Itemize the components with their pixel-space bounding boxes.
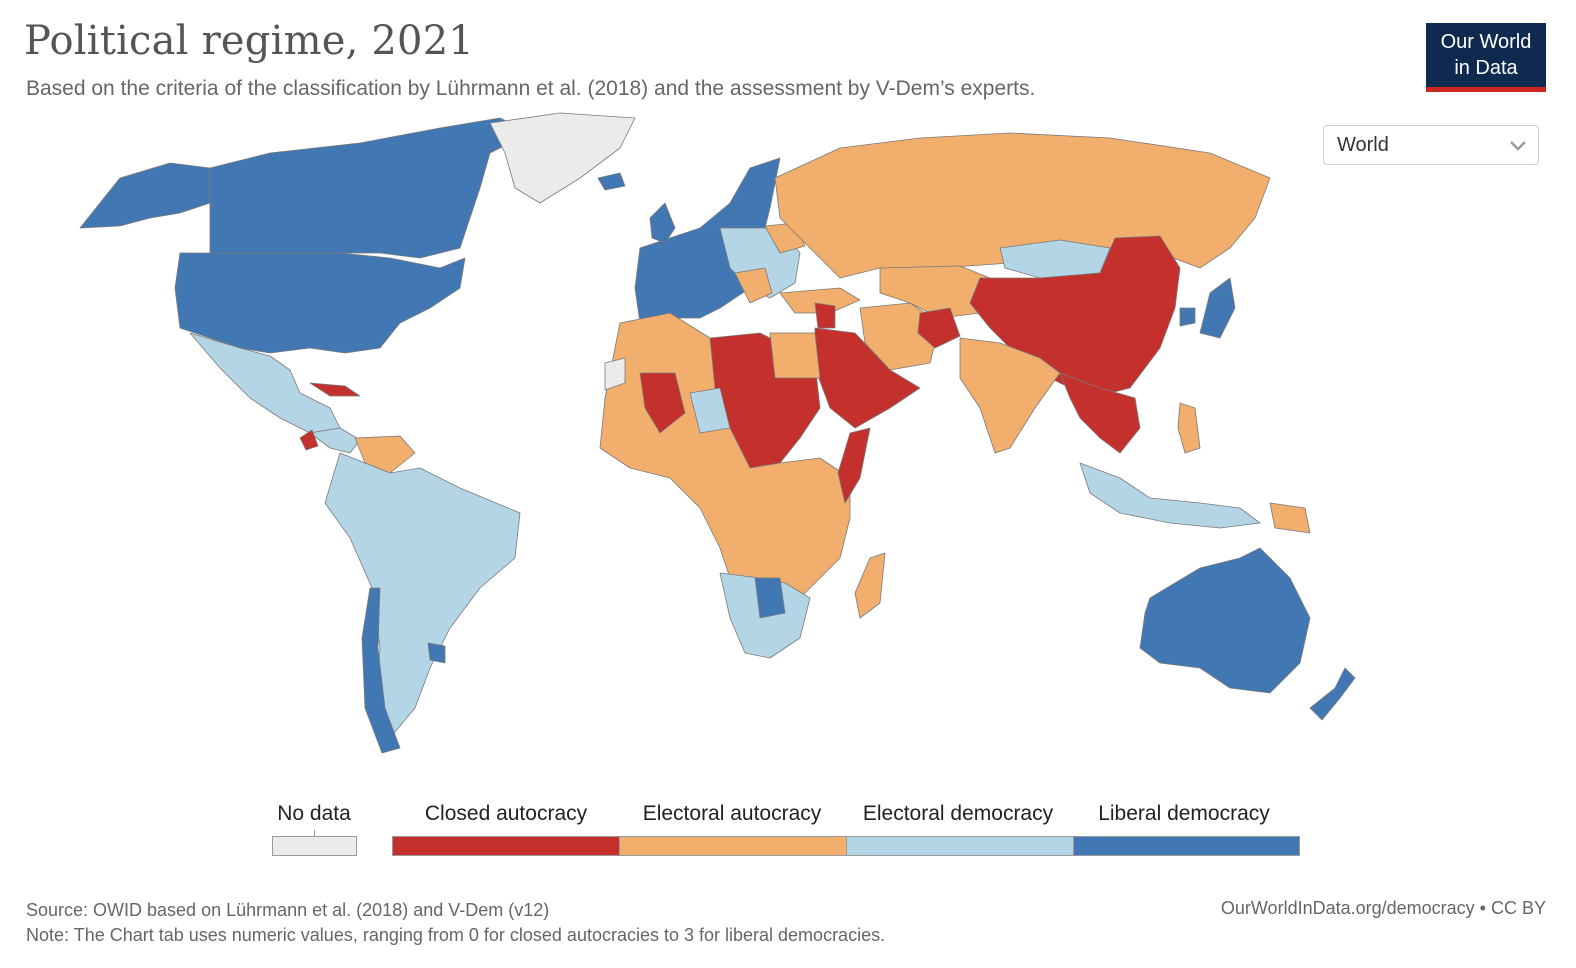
footer-notes: Source: OWID based on Lührmann et al. (2…: [26, 898, 885, 948]
region-png: [1269, 502, 1311, 534]
region-japan: [1199, 277, 1236, 339]
region-selector-value: World: [1337, 134, 1389, 156]
region-mali: [639, 372, 686, 434]
region-egypt: [769, 332, 821, 379]
region-turkey: [779, 287, 861, 314]
region-madagascar: [854, 552, 886, 619]
chevron-down-icon: [1510, 141, 1526, 151]
region-mexico: [189, 332, 341, 434]
legend-swatch-no-data[interactable]: [272, 836, 357, 856]
region-indonesia: [1079, 462, 1261, 529]
region-philippines: [1177, 402, 1201, 454]
region-iceland: [597, 172, 626, 191]
region-west-africa-dem: [689, 387, 731, 434]
legend-label-liberal-democracy: Liberal democracy: [1098, 802, 1270, 825]
logo-line-1: Our World: [1440, 31, 1532, 53]
region-botswana: [754, 577, 786, 619]
license-text: • CC BY: [1474, 898, 1546, 918]
region-greenland: [489, 112, 636, 204]
region-se-asia: [1059, 372, 1141, 454]
region-canada: [209, 117, 531, 259]
region-horn-africa: [837, 427, 871, 504]
legend-swatch-electoral-autocracy[interactable]: [619, 836, 847, 856]
footer-credit: OurWorldInData.org/democracy • CC BY: [1221, 898, 1546, 919]
region-south-korea: [1179, 307, 1196, 327]
chart-subtitle: Based on the criteria of the classificat…: [26, 77, 1036, 100]
owid-logo[interactable]: Our World in Data: [1426, 23, 1546, 92]
region-nicaragua: [299, 429, 319, 451]
source-text: Source: OWID based on Lührmann et al. (2…: [26, 900, 550, 920]
region-uk: [649, 202, 676, 244]
legend-label-electoral-autocracy: Electoral autocracy: [642, 802, 822, 825]
region-selector[interactable]: World: [1323, 125, 1539, 165]
legend-label-electoral-democracy: Electoral democracy: [862, 802, 1054, 825]
region-cuba: [309, 382, 361, 397]
region-arabia: [814, 327, 921, 429]
region-afghanistan: [917, 307, 961, 349]
legend-swatch-electoral-democracy[interactable]: [846, 836, 1074, 856]
region-usa: [174, 252, 466, 354]
chart-title: Political regime, 2021: [24, 18, 475, 64]
legend: No data Closed autocracy Electoral autoc…: [0, 790, 1576, 870]
legend-label-no-data: No data: [277, 802, 351, 825]
region-western-sahara: [604, 357, 626, 391]
region-alaska: [79, 162, 211, 229]
region-mongolia: [999, 239, 1111, 279]
logo-line-2: in Data: [1454, 57, 1518, 79]
region-central-america: [309, 427, 361, 454]
region-australia: [1139, 547, 1311, 694]
legend-swatch-closed-autocracy[interactable]: [392, 836, 620, 856]
region-hungary-serbia: [734, 267, 773, 304]
legend-label-closed-autocracy: Closed autocracy: [424, 802, 588, 825]
region-central-asia: [879, 265, 991, 319]
legend-swatch-liberal-democracy[interactable]: [1073, 836, 1300, 856]
source-link[interactable]: OurWorldInData.org/democracy: [1220, 898, 1475, 918]
world-map[interactable]: [60, 108, 1460, 778]
region-south-america: [324, 452, 521, 739]
region-chile: [361, 587, 401, 754]
region-india: [959, 337, 1061, 454]
region-venezuela: [354, 435, 416, 474]
legend-tick: [314, 830, 315, 836]
region-uruguay: [427, 642, 446, 664]
region-syria: [814, 302, 836, 329]
note-text: Note: The Chart tab uses numeric values,…: [26, 925, 886, 945]
region-new-zealand: [1309, 667, 1356, 721]
